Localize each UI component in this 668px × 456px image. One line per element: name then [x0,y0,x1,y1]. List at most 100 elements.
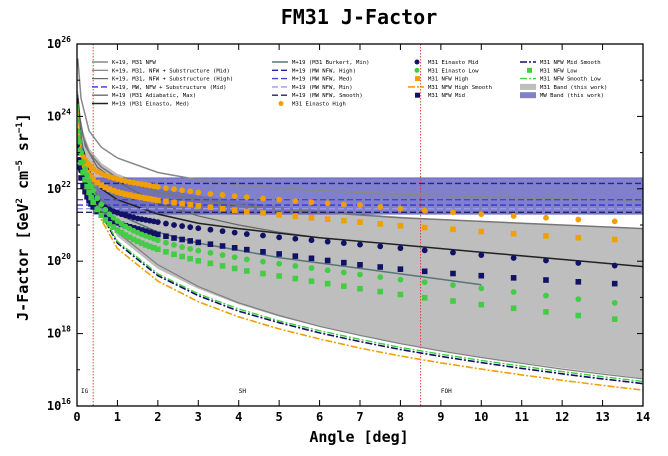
data-point [138,227,145,233]
data-point [510,289,517,295]
data-point [171,186,177,193]
legend-entry-m-19-mw-nfw-min: M+19 (MW NFW, Min) [272,85,353,91]
data-point [102,206,109,213]
data-point [324,267,331,274]
data-point [308,255,315,262]
data-point [260,258,266,265]
data-point [195,189,202,196]
legend-entry-m31-band-this-work: M31 Band (this work) [520,83,607,91]
data-point [397,276,404,283]
data-point [450,298,456,304]
data-point [146,243,153,250]
legend-entry-m31-einasto-low: M31 Einasto Low [414,67,479,74]
region-label-ig: IG [81,388,89,395]
y-axis-label: J-Factor [GeV2 cm−5 sr−1] [14,113,32,321]
data-point [80,169,86,176]
data-point [543,214,549,221]
data-point [510,275,517,281]
data-point [231,245,238,251]
y-axis-label-sup1: 2 [15,198,25,203]
data-point [94,179,101,186]
data-point [207,204,214,211]
data-point [146,196,153,202]
data-point [543,233,549,239]
data-point [340,269,347,276]
legend-entry-m-19-mw-nfw-med: M+19 (MW NFW, Med) [272,77,353,83]
data-point [171,199,177,206]
legend-label: K+19, M31, NFW + Substructure (Mid) [112,68,230,74]
data-point [207,226,214,233]
series-points-m31-nfw-low [77,135,618,322]
data-point [510,213,517,219]
legend-swatch [520,83,536,90]
data-point [478,252,485,258]
data-point [231,207,238,213]
data-point [276,260,283,267]
data-point [397,245,404,252]
data-point [179,187,186,194]
data-point [231,265,238,272]
data-point [377,274,384,281]
data-point [126,192,133,198]
data-point [611,316,618,322]
data-point [357,202,363,208]
legend-label: K+19, MW, NFW + Substructure (Mid) [112,85,227,91]
data-point [171,235,177,241]
data-point [151,230,157,237]
y-axis-label-close: ] [14,113,32,122]
data-point [308,199,315,206]
data-point [450,209,456,216]
data-point [110,187,117,194]
data-point [187,224,194,231]
legend-swatch [414,67,420,73]
data-point [142,228,149,234]
data-point [478,285,485,292]
legend-entry-m-19-mw-nfw-high: M+19 (MW NFW, High) [272,68,356,74]
data-point [510,230,517,237]
data-point [421,294,428,301]
legend-entry-m31-nfw-high-smooth: M31 NFW High Smooth [408,85,492,91]
x-tick-label: 2 [154,410,161,424]
x-tick-label: 8 [397,410,404,424]
legend-label: M31 NFW Low [540,68,578,74]
data-point [243,231,250,237]
x-tick-label: 7 [356,410,363,424]
data-point [155,246,161,253]
legend-label: M31 NFW High [428,77,468,83]
x-tick-label: 1 [114,410,121,424]
data-point [450,249,456,256]
data-point [219,192,226,198]
legend-entry-m31-nfw-mid: M31 NFW Mid [415,92,465,99]
data-point [151,245,157,251]
data-point [357,241,363,248]
data-point [611,218,618,225]
data-point [377,288,384,295]
legend-entry-m31-einasto-mid: M31 Einasto Mid [414,59,479,66]
data-point [243,194,250,201]
data-point [219,205,226,212]
data-point [114,218,121,224]
data-point [195,239,202,246]
data-point [207,241,214,247]
data-point [114,189,121,195]
y-tick-label: 1020 [47,252,71,268]
data-point [138,194,145,201]
legend: K+19, M31 NFW K+19, M31, NFW + Substructu… [92,59,607,108]
legend-swatch [414,59,420,65]
data-point [106,211,113,218]
legend-swatch [527,67,532,73]
data-point [543,257,549,264]
legend-swatch [415,76,420,82]
legend-swatch [415,92,420,98]
data-point [207,260,214,267]
x-tick-label: 4 [235,410,242,424]
legend-label: M31 Band (this work) [540,85,607,91]
legend-swatch [520,92,536,99]
legend-entry-m-19-mw-nfw-smooth: M+19 (MW NFW, Smooth) [272,93,363,99]
data-point [276,196,283,203]
data-point [77,135,80,141]
legend-entry-m31-nfw-high: M31 NFW High [415,76,468,83]
data-point [171,242,177,248]
data-point [134,193,141,200]
